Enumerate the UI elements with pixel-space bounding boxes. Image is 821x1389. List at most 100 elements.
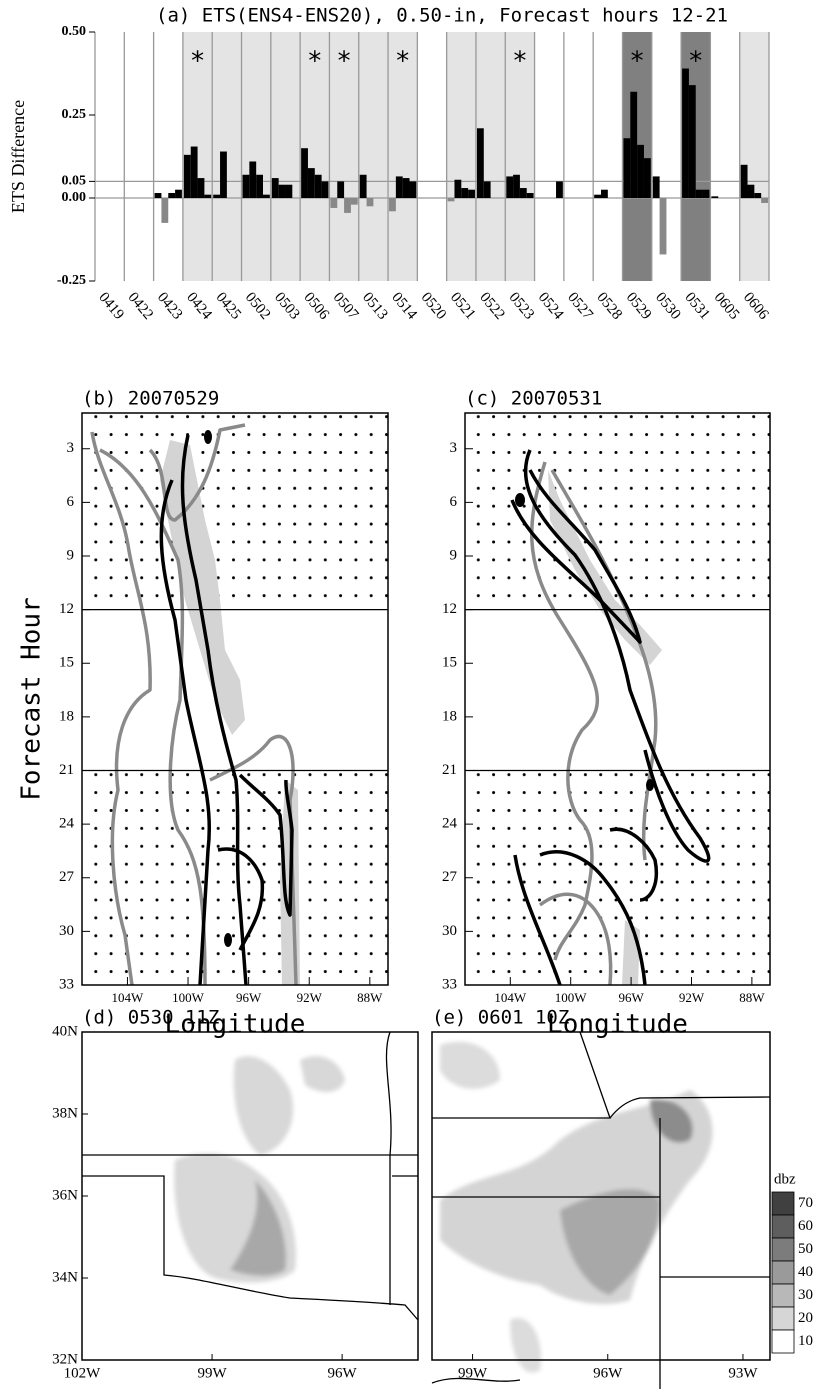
bar: [279, 185, 286, 198]
x-tick-label: 96W: [593, 1365, 623, 1381]
shade: [447, 32, 476, 281]
y-tick-label: 0.05: [62, 174, 87, 189]
bar: [367, 198, 374, 206]
x-tick-label: 0423: [154, 289, 186, 322]
y-tick-label: 9: [67, 547, 75, 563]
x-tick-label: 0424: [183, 289, 215, 323]
bar: [389, 198, 396, 211]
x-tick-label: 88W: [357, 990, 383, 1005]
colorbar-box: [772, 1192, 794, 1215]
bar: [484, 181, 491, 198]
y-tick-label: 33: [59, 976, 74, 992]
y-tick-label: 24: [59, 816, 75, 832]
bar: [175, 190, 182, 198]
bar: [741, 165, 748, 198]
bar: [520, 188, 527, 198]
y-tick-label: 21: [442, 762, 457, 778]
colorbar-label: 60: [798, 1218, 813, 1234]
bar: [754, 193, 761, 198]
x-tick-label: 0502: [242, 289, 274, 322]
bar: [301, 148, 308, 198]
x-tick-label: 0528: [593, 289, 625, 322]
bar: [623, 138, 630, 198]
bar: [477, 128, 484, 198]
x-tick-label: 99W: [197, 1365, 227, 1381]
radar-e: [440, 1042, 713, 1373]
bar: [696, 190, 703, 198]
x-tick-label: 0531: [681, 289, 713, 322]
significance-marker: *: [395, 47, 411, 77]
bar: [506, 176, 513, 198]
bar: [410, 181, 417, 198]
y-tick-label: 18: [442, 708, 457, 724]
bar: [263, 195, 270, 198]
x-tick-label: 96W: [618, 990, 644, 1005]
bar: [748, 185, 755, 198]
bar: [272, 178, 279, 198]
bar: [556, 181, 563, 198]
x-tick-label: 0529: [623, 289, 655, 322]
bar: [337, 181, 344, 198]
colorbar-box: [772, 1284, 794, 1307]
bar: [351, 198, 358, 205]
shade: [359, 32, 388, 281]
x-tick-label: 0530: [652, 289, 684, 322]
colorbar-label: 40: [798, 1264, 813, 1280]
x-tick-label: 104W: [112, 990, 145, 1005]
bar: [454, 180, 461, 198]
bar: [653, 176, 660, 198]
bar: [315, 175, 322, 198]
x-tick-label: 92W: [297, 990, 323, 1005]
bar: [637, 145, 644, 198]
x-tick-label: 0522: [476, 289, 508, 322]
y-tick-label: 0.00: [62, 190, 87, 205]
colorbar-label: 50: [798, 1241, 813, 1257]
bar: [184, 155, 191, 198]
colorbar-box: [772, 1330, 794, 1353]
y-tick-label: 21: [59, 762, 74, 778]
figure: 0419042204230424*0425050205030506*0507*0…: [0, 0, 821, 1389]
significance-marker: *: [629, 47, 645, 77]
y-tick-label: 3: [67, 440, 75, 456]
y-tick-label: 30: [59, 923, 74, 939]
bar: [285, 185, 292, 198]
bar: [344, 198, 351, 213]
shade: [740, 32, 769, 281]
y-tick-label: 15: [59, 655, 74, 671]
bar: [213, 195, 220, 198]
x-tick-label: 0514: [388, 289, 420, 323]
bar: [155, 193, 162, 198]
y-tick-label: 9: [450, 547, 458, 563]
significance-marker: *: [307, 47, 323, 77]
x-tick-label: 96W: [236, 990, 262, 1005]
bar: [204, 195, 211, 198]
colorbar-box: [772, 1261, 794, 1284]
y-tick-label: 3: [450, 440, 458, 456]
y-tick-label: 34N: [52, 1269, 78, 1285]
significance-marker: *: [190, 47, 206, 77]
y-tick-label: 30: [442, 923, 457, 939]
bar: [403, 178, 410, 198]
y-tick-label: 32N: [52, 1351, 78, 1367]
significance-marker: *: [336, 47, 352, 77]
y-tick-label: 38N: [52, 1105, 78, 1121]
bar: [660, 198, 667, 254]
x-tick-label: 0520: [418, 289, 450, 322]
x-tick-label: 99W: [458, 1365, 488, 1381]
stipple: [465, 413, 770, 610]
shade: [271, 32, 300, 281]
bar: [689, 85, 696, 198]
x-tick-label: 93W: [728, 1365, 758, 1381]
x-tick-label: 92W: [679, 990, 705, 1005]
y-axis-label: Forecast Hour: [17, 597, 47, 801]
y-tick-label: 6: [450, 494, 458, 510]
x-tick-label: 104W: [494, 990, 527, 1005]
bar: [594, 195, 601, 198]
colorbar-box: [772, 1307, 794, 1330]
x-tick-label: 0422: [125, 289, 157, 322]
bar: [601, 190, 608, 198]
significance-marker: *: [512, 47, 528, 77]
x-tick-label: 0506: [300, 289, 332, 323]
bar: [322, 181, 329, 198]
panel-title: (d) 0530 11Z: [82, 1007, 219, 1029]
